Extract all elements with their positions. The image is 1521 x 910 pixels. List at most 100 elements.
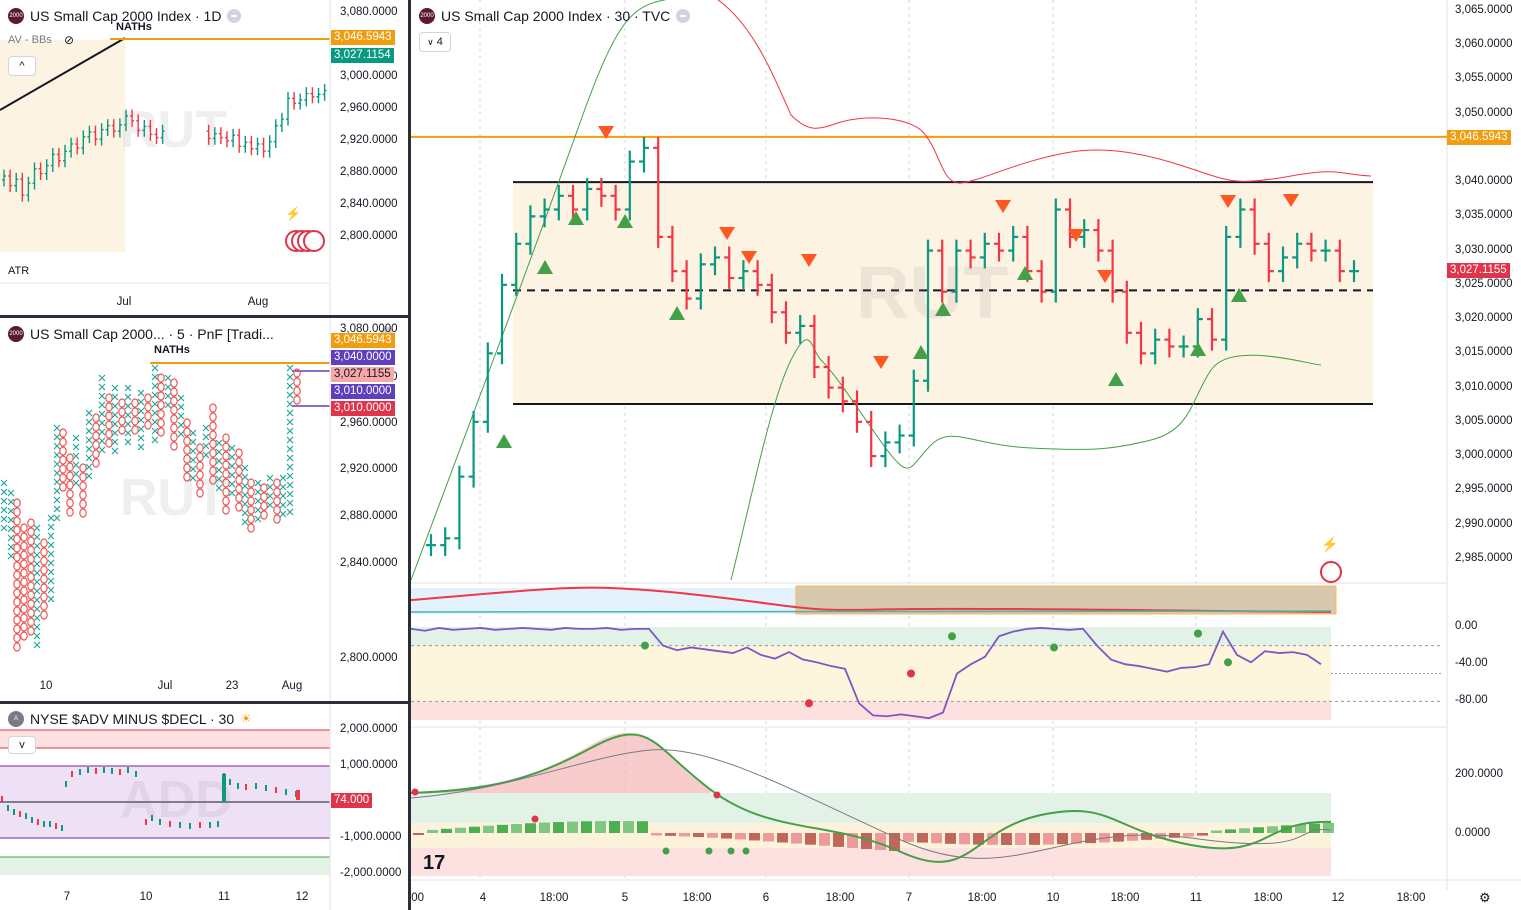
indicators-count-button[interactable]: ∨ 4 <box>419 32 451 52</box>
daily-chart-title[interactable]: 2000 US Small Cap 2000 Index · 1D <box>8 8 242 24</box>
pnf-o <box>105 420 113 430</box>
band-green <box>0 857 330 875</box>
pnf-o <box>20 604 28 614</box>
tradingview-logo-icon[interactable]: 17 <box>423 852 446 874</box>
pnf-x <box>241 491 249 499</box>
hist-bar <box>889 833 900 851</box>
pnf-x <box>111 411 119 419</box>
pnf-o <box>209 421 217 431</box>
price-tag: 3,010.0000 <box>331 384 395 399</box>
pnf-x <box>151 409 159 417</box>
osc-line <box>411 627 1322 720</box>
pnf-x <box>228 471 236 479</box>
pnf-o <box>170 396 178 406</box>
pnf-x <box>111 384 119 392</box>
vol-region <box>411 588 796 614</box>
minus-icon[interactable] <box>676 9 691 23</box>
pnf-x <box>53 487 61 495</box>
pnf-x <box>72 461 80 469</box>
pnf-x <box>124 420 132 428</box>
pnf-o <box>247 496 255 506</box>
main-chart-title[interactable]: 2000 US Small Cap 2000 Index · 30 · TVC <box>419 8 691 24</box>
hist-bar <box>903 833 914 842</box>
mom-signal <box>411 749 1332 859</box>
main-chart-pane[interactable]: 2000 US Small Cap 2000 Index · 30 · TVC … <box>411 0 1521 910</box>
pnf-o <box>27 563 35 573</box>
pnf-o <box>13 624 21 634</box>
add-chart-title[interactable]: A NYSE $ADV MINUS $DECL · 30 ☀ <box>8 711 252 727</box>
indicators-label[interactable]: AV - BBs <box>8 34 52 46</box>
symbol-badge-icon: 2000 <box>419 8 435 24</box>
pnf-o <box>157 427 165 437</box>
pnf-x <box>111 429 119 437</box>
symbol-badge-icon: 2000 <box>8 8 24 24</box>
hist-bar <box>1183 833 1194 837</box>
mom-band-green <box>411 793 1331 823</box>
add-candle-last <box>296 790 300 800</box>
hist-bar <box>1113 833 1124 842</box>
pnf-o <box>183 454 191 464</box>
pnf-x <box>286 499 294 507</box>
pnf-o <box>293 377 301 387</box>
pnf-o <box>13 507 21 517</box>
price-tag: 3,027.1155 <box>331 367 394 382</box>
settings-gear-icon[interactable]: ⚙ <box>1479 890 1491 905</box>
hist-bar <box>1141 833 1152 840</box>
x-tick: Aug <box>247 296 269 308</box>
pnf-o <box>170 423 178 433</box>
pnf-x <box>286 472 294 480</box>
pnf-x <box>254 506 262 514</box>
x-tick: 11 <box>1190 892 1202 904</box>
daily-chart-pane[interactable]: 2000 US Small Cap 2000 Index · 1D AV - B… <box>0 0 408 315</box>
pnf-x <box>124 429 132 437</box>
hist-bar <box>1015 833 1026 845</box>
hist-bar <box>637 821 648 833</box>
pnf-x <box>286 427 294 435</box>
y-tick: 2,800.0000 <box>340 652 398 664</box>
pnf-o <box>20 595 28 605</box>
pnf-x <box>33 623 41 631</box>
pnf-x <box>189 429 197 437</box>
pnf-o <box>20 523 28 533</box>
pnf-o <box>20 631 28 641</box>
pnf-o <box>40 538 48 548</box>
pnf-o <box>183 445 191 455</box>
mom-tick: 200.0000 <box>1455 768 1503 780</box>
sell-signal-triangle <box>1068 229 1084 242</box>
pnf-o <box>222 451 230 461</box>
hist-bar <box>413 833 424 835</box>
hist-bar <box>1071 833 1082 844</box>
add-chart-pane[interactable]: A NYSE $ADV MINUS $DECL · 30 ☀ v ADD 7 1… <box>0 704 408 910</box>
pane-divider[interactable] <box>0 701 408 704</box>
pnf-x <box>228 453 236 461</box>
buy-signal-triangle <box>568 211 584 225</box>
pnf-o <box>196 470 204 480</box>
sun-icon[interactable]: ☀ <box>240 711 252 726</box>
flag-icon[interactable] <box>1320 561 1342 583</box>
pnf-o <box>13 633 21 643</box>
osc-dot <box>1194 629 1202 638</box>
hist-bar <box>427 829 438 833</box>
pnf-o <box>222 496 230 506</box>
osc-tick: -40.00 <box>1455 657 1488 670</box>
pane-divider[interactable] <box>0 315 408 318</box>
lightning-icon[interactable]: ⚡ <box>285 206 302 221</box>
pnf-x <box>53 433 61 441</box>
y-tick: 2,000.0000 <box>340 723 398 735</box>
vertical-divider[interactable] <box>408 0 411 910</box>
pnf-o <box>209 439 217 449</box>
pnf-chart-pane[interactable]: 2000 US Small Cap 2000... · 5 · PnF [Tra… <box>0 318 408 701</box>
flag-group-icon[interactable] <box>285 230 325 252</box>
pnf-o <box>59 473 67 483</box>
eye-off-icon[interactable]: ⊘ <box>64 33 75 47</box>
collapse-button[interactable]: ^ <box>8 56 36 76</box>
collapse-button[interactable]: v <box>8 736 36 754</box>
pnf-x <box>98 437 106 445</box>
atr-label: ATR <box>8 265 30 277</box>
pnf-o <box>66 471 74 481</box>
lightning-icon[interactable]: ⚡ <box>1321 536 1339 552</box>
pnf-o <box>235 475 243 485</box>
pnf-x <box>286 454 294 462</box>
pnf-x <box>286 418 294 426</box>
minus-icon[interactable] <box>227 9 242 23</box>
